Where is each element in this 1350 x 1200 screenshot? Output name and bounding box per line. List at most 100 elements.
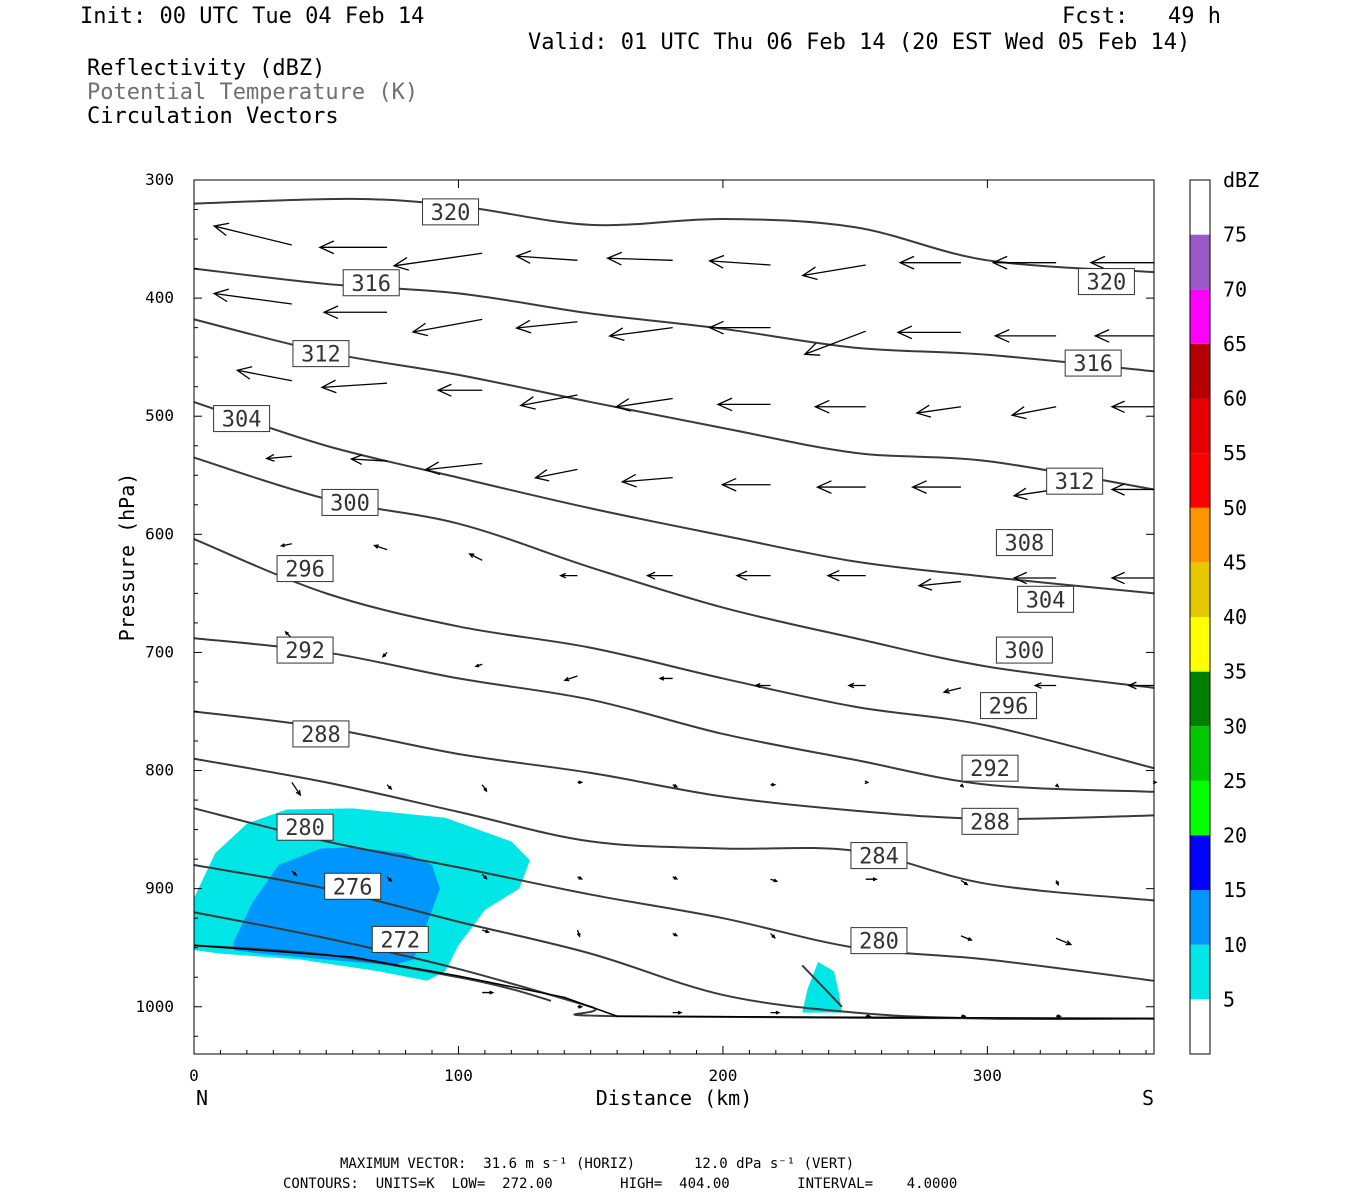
circulation-vector bbox=[322, 305, 388, 320]
contour-label-box bbox=[371, 925, 429, 953]
circulation-vector bbox=[1089, 255, 1154, 270]
colorbar-bin bbox=[1190, 944, 1210, 1000]
circulation-vector bbox=[735, 570, 771, 581]
circulation-vector bbox=[865, 1014, 872, 1019]
colorbar-level-label: 35 bbox=[1223, 660, 1247, 684]
circulation-vector bbox=[372, 544, 388, 551]
y-tick-label: 500 bbox=[145, 406, 174, 425]
contour-label: 272 bbox=[380, 928, 420, 953]
circulation-vector bbox=[1054, 783, 1060, 788]
colorbar-level-label: 60 bbox=[1223, 387, 1247, 411]
colorbar-level-label: 5 bbox=[1223, 987, 1235, 1011]
circulation-vector bbox=[605, 251, 673, 266]
contour-label: 292 bbox=[970, 757, 1010, 782]
contour-label: 316 bbox=[351, 272, 391, 297]
colorbar-level-label: 30 bbox=[1223, 714, 1247, 738]
circulation-vector bbox=[672, 875, 679, 880]
y-tick-label: 600 bbox=[145, 524, 174, 543]
circulation-vector bbox=[349, 454, 388, 466]
circulation-vector bbox=[847, 682, 866, 689]
contour-label: 288 bbox=[301, 723, 341, 748]
circulation-vector bbox=[436, 383, 483, 397]
circulation-vector bbox=[423, 461, 483, 476]
circulation-vector bbox=[608, 326, 673, 342]
contour-label: 280 bbox=[859, 930, 899, 955]
colorbar-bin bbox=[1190, 671, 1210, 727]
circulation-vector bbox=[708, 254, 771, 269]
contour-label-box bbox=[292, 340, 350, 368]
contour-label-box bbox=[1064, 349, 1122, 377]
circulation-vector bbox=[1110, 400, 1154, 414]
isentrope-296 bbox=[193, 538, 1155, 770]
isentrope-320 bbox=[193, 197, 1155, 274]
valid-time: Valid: 01 UTC Thu 06 Feb 14 (20 EST Wed … bbox=[528, 30, 1191, 55]
circulation-vector bbox=[212, 288, 292, 305]
circulation-vector bbox=[235, 366, 292, 382]
contour-info: CONTOURS: UNITS=K LOW= 272.00 HIGH= 404.… bbox=[283, 1176, 958, 1192]
y-tick-label: 800 bbox=[145, 761, 174, 780]
circulation-vector bbox=[720, 477, 771, 492]
circulation-vector bbox=[318, 240, 388, 255]
field-title-theta: Potential Temperature (K) bbox=[87, 80, 419, 105]
cross-section-chart: 3203203163163123123043083003042963002922… bbox=[115, 168, 1259, 1150]
contour-label-box bbox=[276, 636, 334, 664]
plot-frame bbox=[193, 179, 1155, 1055]
south-label: S bbox=[1142, 1086, 1154, 1110]
circulation-vector bbox=[770, 782, 777, 787]
circulation-vector bbox=[519, 394, 578, 410]
contour-labels: 320 320 316 316 312 312 304 308 300 304 296 300 292 2… bbox=[213, 198, 1135, 955]
colorbar-level-label: 55 bbox=[1223, 441, 1247, 465]
circulation-vector bbox=[1055, 880, 1059, 886]
circulation-vector bbox=[279, 543, 292, 548]
colorbar-level-label: 40 bbox=[1223, 605, 1247, 629]
circulation-vector bbox=[754, 682, 771, 689]
circulation-vector bbox=[826, 569, 866, 582]
y-tick-label: 700 bbox=[145, 642, 174, 661]
colorbar-frame bbox=[1189, 179, 1211, 1055]
circulation-vector bbox=[960, 935, 973, 941]
colorbar-bin bbox=[1190, 780, 1210, 836]
contour-label-box bbox=[292, 720, 350, 748]
contour-label-box bbox=[850, 927, 908, 955]
isentrope-unlabeled bbox=[801, 964, 843, 1008]
circulation-vector bbox=[514, 250, 578, 264]
circulation-vector bbox=[803, 330, 866, 356]
circulation-vector bbox=[917, 578, 962, 591]
circulation-vector bbox=[942, 687, 962, 694]
terrain-line bbox=[193, 944, 1155, 1020]
x-tick-label: 100 bbox=[444, 1066, 473, 1085]
colorbar-bin bbox=[1190, 398, 1210, 454]
circulation-vector bbox=[1056, 1014, 1062, 1019]
contour-label: 300 bbox=[330, 491, 370, 516]
contour-label-box bbox=[324, 872, 382, 900]
colorbar-level-label: 20 bbox=[1223, 824, 1247, 848]
colorbar-bin bbox=[1190, 726, 1210, 781]
contour-label: 320 bbox=[431, 201, 471, 226]
circulation-vector bbox=[563, 675, 578, 682]
isentrope-280 bbox=[193, 807, 1155, 982]
circulation-vector bbox=[672, 932, 679, 937]
colorbar-level-label: 45 bbox=[1223, 550, 1247, 574]
colorbar-unit: dBZ bbox=[1223, 168, 1259, 192]
circulation-vector bbox=[411, 318, 483, 337]
contour-label: 308 bbox=[1005, 532, 1045, 557]
contour-label-box bbox=[995, 529, 1053, 557]
isentrope-284 bbox=[193, 757, 1155, 902]
isentrope-292 bbox=[193, 637, 1155, 793]
colorbar-bin bbox=[1190, 617, 1210, 672]
circulation-vector bbox=[993, 329, 1057, 343]
contour-label-box bbox=[276, 555, 334, 583]
contour-label: 284 bbox=[859, 845, 899, 870]
circulation-vector bbox=[770, 878, 779, 883]
init-time: Init: 00 UTC Tue 04 Feb 14 bbox=[80, 4, 425, 29]
contour-label: 304 bbox=[222, 408, 262, 433]
circulation-vector bbox=[614, 397, 673, 412]
x-tick-label: 0 bbox=[189, 1066, 199, 1085]
circulation-vector bbox=[576, 929, 581, 938]
field-title-reflectivity: Reflectivity (dBZ) bbox=[87, 56, 326, 81]
colorbar-bin bbox=[1190, 289, 1210, 344]
circulation-vector bbox=[381, 651, 388, 658]
contour-label: 292 bbox=[285, 639, 325, 664]
colorbar-level-label: 70 bbox=[1223, 277, 1247, 301]
circulation-vector bbox=[1010, 406, 1057, 420]
